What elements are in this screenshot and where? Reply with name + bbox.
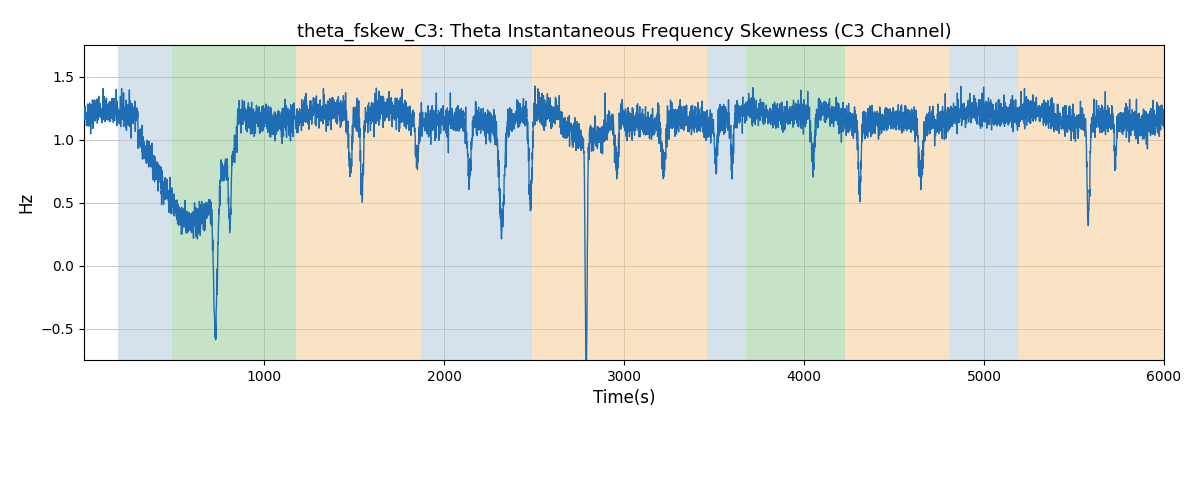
Bar [950, 45, 1018, 360]
Title: theta_fskew_C3: Theta Instantaneous Frequency Skewness (C3 Channel): theta_fskew_C3: Theta Instantaneous Freq… [296, 22, 952, 41]
Bar [746, 45, 845, 360]
Bar [845, 45, 950, 360]
Bar [119, 45, 173, 360]
Bar [707, 45, 746, 360]
X-axis label: Time(s): Time(s) [593, 390, 655, 407]
Bar [1018, 45, 1174, 360]
Bar [420, 45, 532, 360]
Bar [533, 45, 707, 360]
Bar [173, 45, 296, 360]
Bar [296, 45, 421, 360]
Y-axis label: Hz: Hz [17, 192, 35, 213]
